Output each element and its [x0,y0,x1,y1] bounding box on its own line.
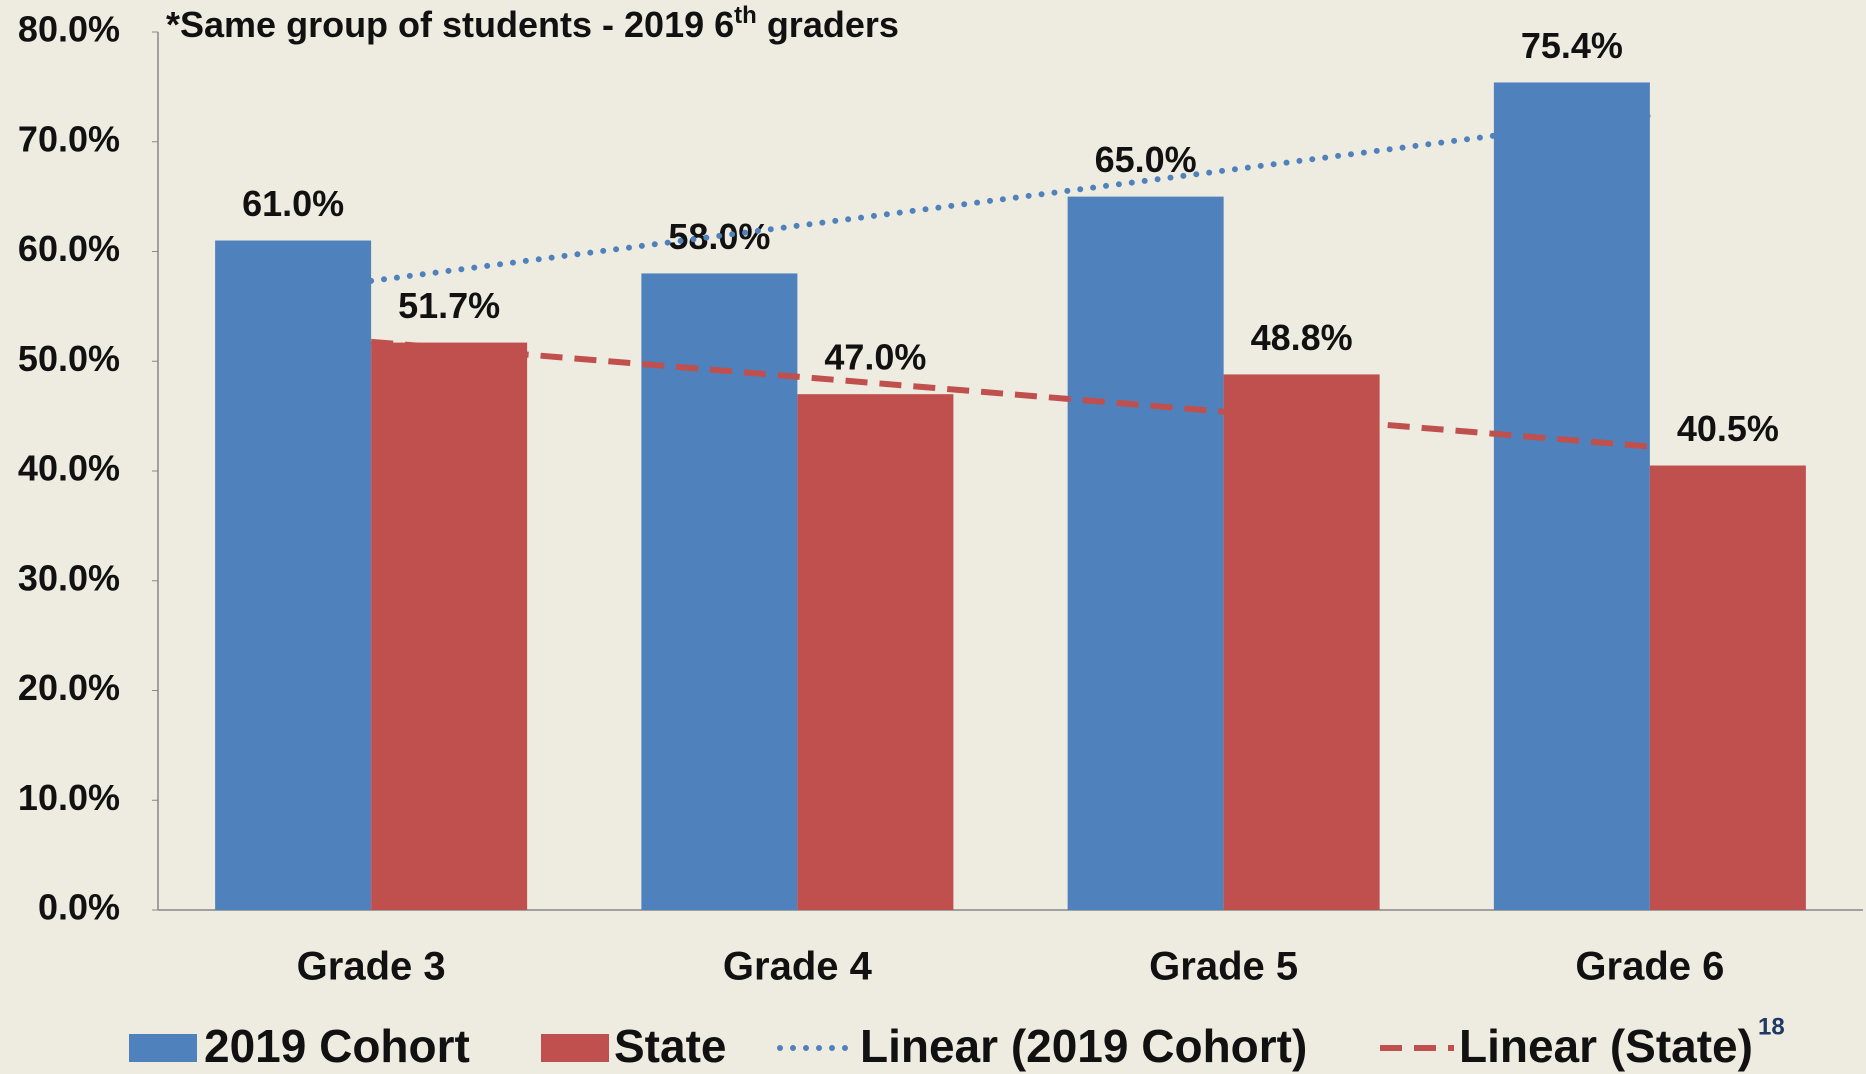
legend-swatch [129,1034,197,1062]
legend-label: Linear (State) [1459,1020,1753,1072]
annotation-text: graders [757,4,899,45]
legend-label: 2019 Cohort [204,1020,470,1072]
y-tick-label: 40.0% [18,448,120,489]
value-label: 51.7% [398,285,500,326]
x-tick-label: Grade 3 [297,945,446,989]
page-number: 18 [1758,1013,1785,1040]
y-tick-label: 10.0% [18,777,120,818]
bar [641,273,798,910]
bar [1493,82,1650,911]
value-label: 40.5% [1677,408,1779,449]
y-tick-label: 70.0% [18,118,120,159]
annotation: *Same group of students - 2019 6th grade… [166,2,899,44]
bar [797,394,954,910]
annotation-sup: th [734,2,757,29]
x-tick-label: Grade 6 [1575,945,1724,989]
legend-label: State [614,1020,726,1072]
bar [1223,374,1380,910]
x-tick-label: Grade 4 [723,945,873,989]
bar [1649,465,1806,910]
annotation-text: *Same group of students - 2019 6 [166,4,734,45]
y-tick-label: 50.0% [18,338,120,379]
y-tick-label: 60.0% [18,228,120,269]
x-tick-label: Grade 5 [1149,945,1298,989]
value-label: 48.8% [1251,317,1353,358]
bar [215,240,372,910]
legend-swatch [541,1034,609,1062]
y-tick-label: 20.0% [18,667,120,708]
y-tick-label: 0.0% [38,887,120,928]
value-label: 75.4% [1521,25,1623,66]
bar [1067,196,1224,910]
y-tick-label: 80.0% [18,9,120,50]
y-tick-label: 30.0% [18,557,120,598]
value-label: 65.0% [1095,139,1197,180]
value-label: 47.0% [824,337,926,378]
legend-label: Linear (2019 Cohort) [860,1020,1307,1072]
bar [371,342,528,910]
value-label: 61.0% [242,183,344,224]
trendline [370,338,1651,450]
